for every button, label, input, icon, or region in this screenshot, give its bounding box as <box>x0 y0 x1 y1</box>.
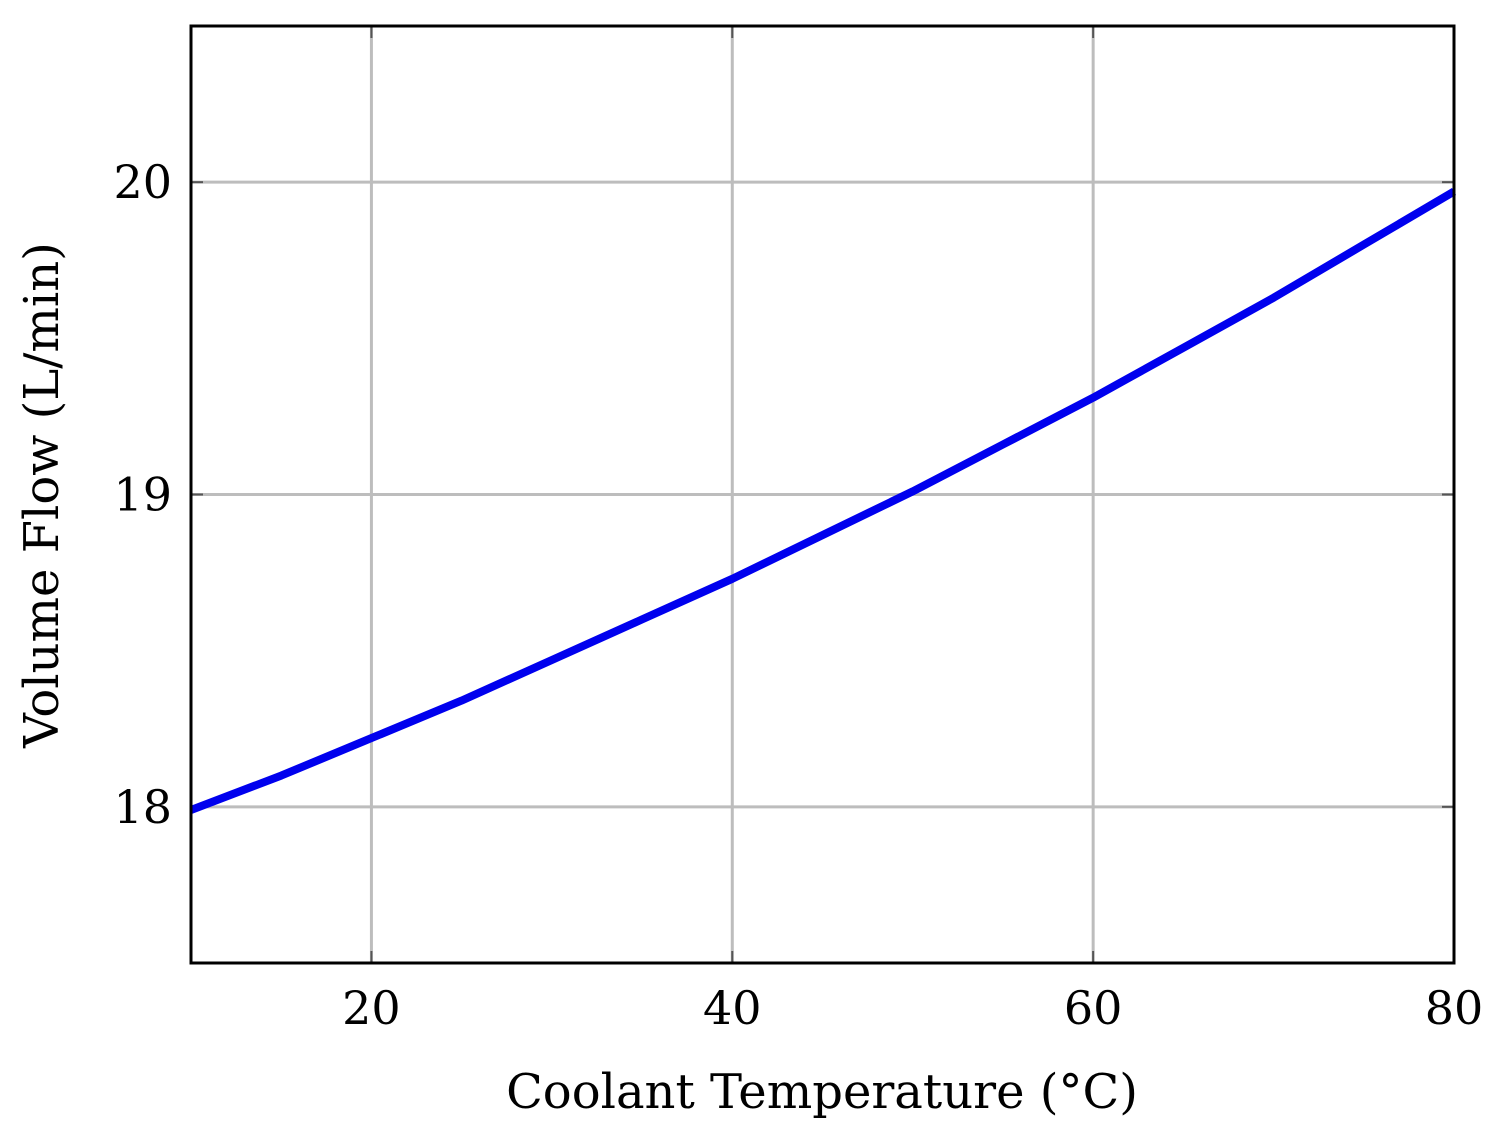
y-axis-label: Volume Flow (L/min) <box>14 242 70 749</box>
plot-frame <box>189 24 1456 965</box>
x-axis-label: Coolant Temperature (°C) <box>506 1064 1138 1120</box>
series-line <box>189 188 1457 814</box>
grid <box>191 26 1456 963</box>
series-layer <box>189 188 1457 814</box>
tick-labels: 20 40 60 80 18 19 20 <box>113 155 1483 1035</box>
y-tick-label: 19 <box>113 468 172 522</box>
x-tick-label: 40 <box>703 981 762 1035</box>
x-tick-label: 80 <box>1425 981 1484 1035</box>
x-tick-label: 60 <box>1064 981 1123 1035</box>
x-tick-label: 20 <box>342 981 401 1035</box>
y-tick-label: 20 <box>113 155 172 209</box>
y-tick-label: 18 <box>113 780 172 834</box>
